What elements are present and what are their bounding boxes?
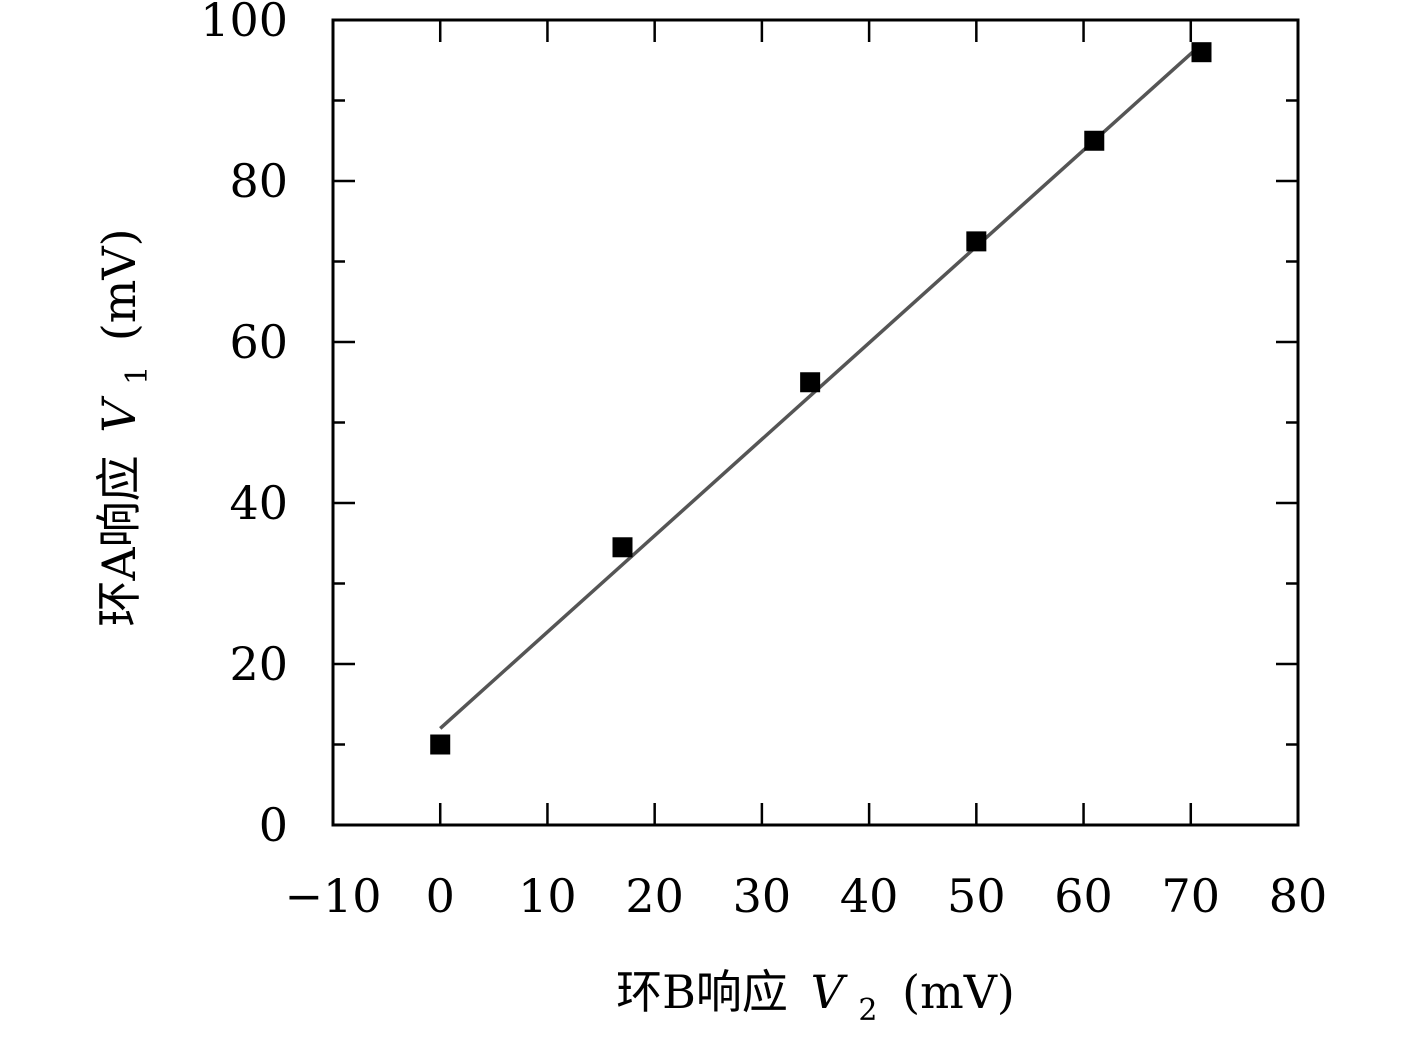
x-axis-label-unit: (mV) — [902, 965, 1015, 1019]
data-point — [800, 372, 821, 393]
x-axis-label: 环B响应 V 2 (mV) — [616, 965, 1015, 1031]
data-point — [1084, 130, 1105, 151]
y-tick-label: 100 — [200, 0, 288, 47]
y-axis-label-prefix: 环A响应 — [92, 455, 146, 626]
y-tick-label: 0 — [259, 798, 288, 852]
data-point — [612, 537, 633, 558]
plot-frame — [331, 18, 1300, 827]
y-tick-label: 60 — [229, 315, 288, 369]
x-tick-label: 10 — [518, 869, 577, 923]
y-axis-label-sub: 1 — [120, 366, 155, 385]
x-axis-label-sub: 2 — [858, 993, 877, 1028]
x-tick-label: 80 — [1269, 869, 1328, 923]
data-point — [1191, 42, 1212, 63]
y-axis-label-var: V — [92, 395, 146, 433]
y-tick-label: 20 — [229, 637, 288, 691]
ticks-layer — [331, 18, 1300, 827]
y-tick-label: 40 — [229, 476, 288, 530]
x-tick-label: 30 — [733, 869, 792, 923]
x-axis-label-prefix: 环B响应 — [616, 965, 788, 1019]
x-tick-label: 60 — [1054, 869, 1113, 923]
x-tick-label: 0 — [426, 869, 455, 923]
x-axis-label-var: V — [811, 965, 849, 1019]
y-axis-label: 环A响应 V 1 (mV) — [92, 228, 158, 626]
x-tick-label: −10 — [284, 869, 381, 923]
x-tick-label: 40 — [840, 869, 899, 923]
data-point — [430, 734, 451, 755]
y-axis-label-unit: (mV) — [92, 228, 146, 341]
y-tick-label: 80 — [229, 154, 288, 208]
data-point — [966, 231, 987, 252]
fit-line — [439, 42, 1203, 730]
series-layer — [430, 42, 1212, 755]
x-tick-label: 70 — [1162, 869, 1221, 923]
x-tick-label: 50 — [947, 869, 1006, 923]
x-tick-label: 20 — [625, 869, 684, 923]
labels-layer: −10 0 10 20 30 40 50 60 70 80 0 20 40 60 80 100 — [200, 0, 1327, 923]
